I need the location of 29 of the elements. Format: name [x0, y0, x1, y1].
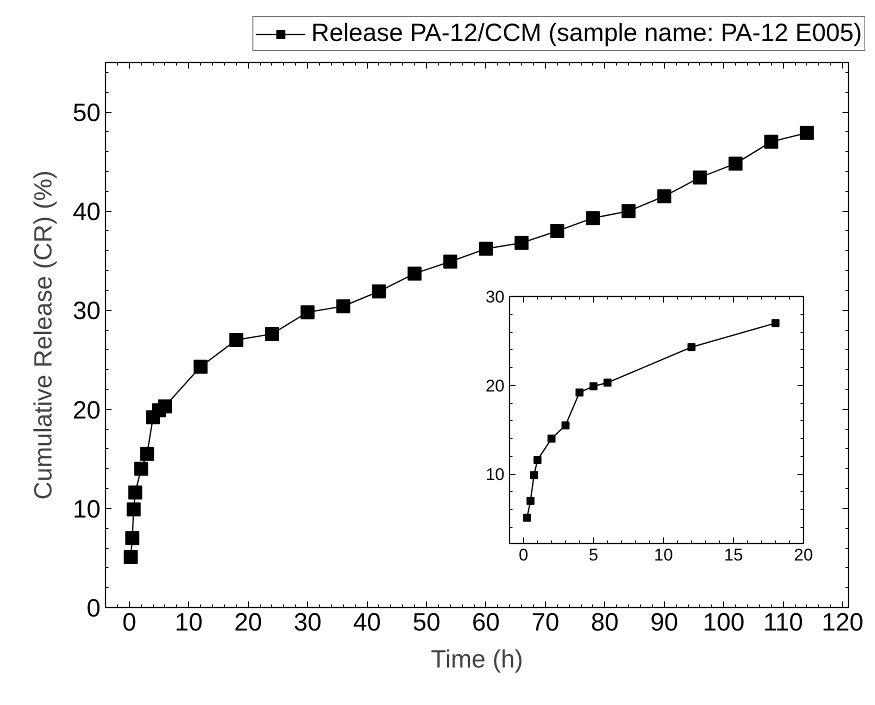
x-tick-label: 10: [654, 546, 673, 564]
x-tick-label: 20: [794, 546, 813, 564]
x-tick-label: 10: [174, 608, 203, 636]
x-axis-title: Time (h): [430, 646, 524, 674]
x-tick-label: 60: [472, 608, 500, 636]
x-tick-label: 40: [353, 608, 381, 636]
y-tick-label: 50: [72, 99, 101, 128]
x-tick-label: 20: [234, 608, 262, 636]
y-tick-label: 30: [486, 288, 505, 306]
y-tick-label: 10: [486, 465, 505, 484]
x-tick-label: 90: [650, 608, 678, 636]
x-tick-label: 0: [122, 608, 136, 636]
y-tick-label: 10: [72, 495, 101, 524]
x-tick-label: 5: [588, 546, 598, 564]
x-tick-label: 15: [724, 546, 743, 564]
y-tick-label: 40: [72, 198, 101, 226]
y-tick-label: 30: [72, 297, 101, 326]
x-tick-label: 110: [763, 608, 804, 636]
y-tick-label: 20: [72, 396, 101, 424]
x-tick-label: 100: [702, 608, 745, 636]
x-tick-label: 50: [412, 608, 440, 636]
x-tick-label: 70: [531, 608, 560, 636]
x-tick-label: 80: [590, 608, 619, 636]
x-tick-label: 0: [518, 546, 528, 564]
x-tick-label: 120: [822, 608, 864, 636]
y-axis-title: Cumulative Release (CR) (%): [30, 170, 58, 500]
y-tick-label: 20: [486, 376, 505, 396]
legend-label: Release PA-12/CCM (sample name: PA-12 E005): [311, 19, 862, 48]
x-tick-label: 30: [294, 608, 322, 636]
